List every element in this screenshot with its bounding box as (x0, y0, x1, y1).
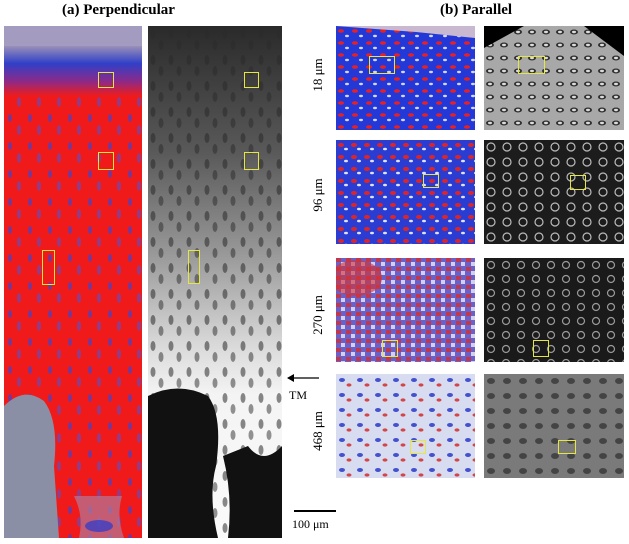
highlight-box-a3 (42, 250, 55, 285)
highlight-box-a1 (98, 72, 114, 88)
highlight-box-b3 (382, 340, 398, 357)
panel-a-title: (a) Perpendicular (62, 2, 175, 18)
perpendicular-color-image (4, 26, 142, 538)
highlight-box-b4 (410, 440, 426, 454)
depth-label-270: 270 μm (310, 295, 325, 335)
depth-label-18: 18 μm (310, 58, 325, 92)
parallel-gray-270 (484, 258, 624, 362)
highlight-box-g2 (244, 152, 259, 170)
tm-arrow-icon (287, 374, 319, 382)
scale-bar (294, 510, 336, 512)
parallel-color-468 (336, 374, 475, 478)
highlight-box-g1 (244, 72, 259, 88)
parallel-gray-18 (484, 26, 624, 130)
tm-label: TM (289, 388, 307, 402)
parallel-color-270 (336, 258, 475, 362)
highlight-box-bg4 (558, 440, 576, 454)
depth-label-468: 468 μm (310, 411, 325, 451)
panel-b-title: (b) Parallel (440, 2, 513, 18)
parallel-gray-468 (484, 374, 624, 478)
parallel-color-18 (336, 26, 475, 130)
perpendicular-gray-image (148, 26, 282, 538)
highlight-box-bg3 (533, 340, 549, 357)
parallel-gray-96 (484, 140, 624, 244)
highlight-box-bg2 (570, 175, 586, 190)
highlight-box-bg1 (518, 56, 545, 74)
highlight-box-b2 (423, 174, 439, 188)
highlight-box-b1 (369, 56, 395, 74)
highlight-box-a2 (98, 152, 114, 170)
highlight-box-g3 (188, 250, 200, 284)
parallel-color-96 (336, 140, 475, 244)
depth-label-96: 96 μm (310, 178, 325, 212)
scale-bar-label: 100 μm (292, 517, 329, 531)
